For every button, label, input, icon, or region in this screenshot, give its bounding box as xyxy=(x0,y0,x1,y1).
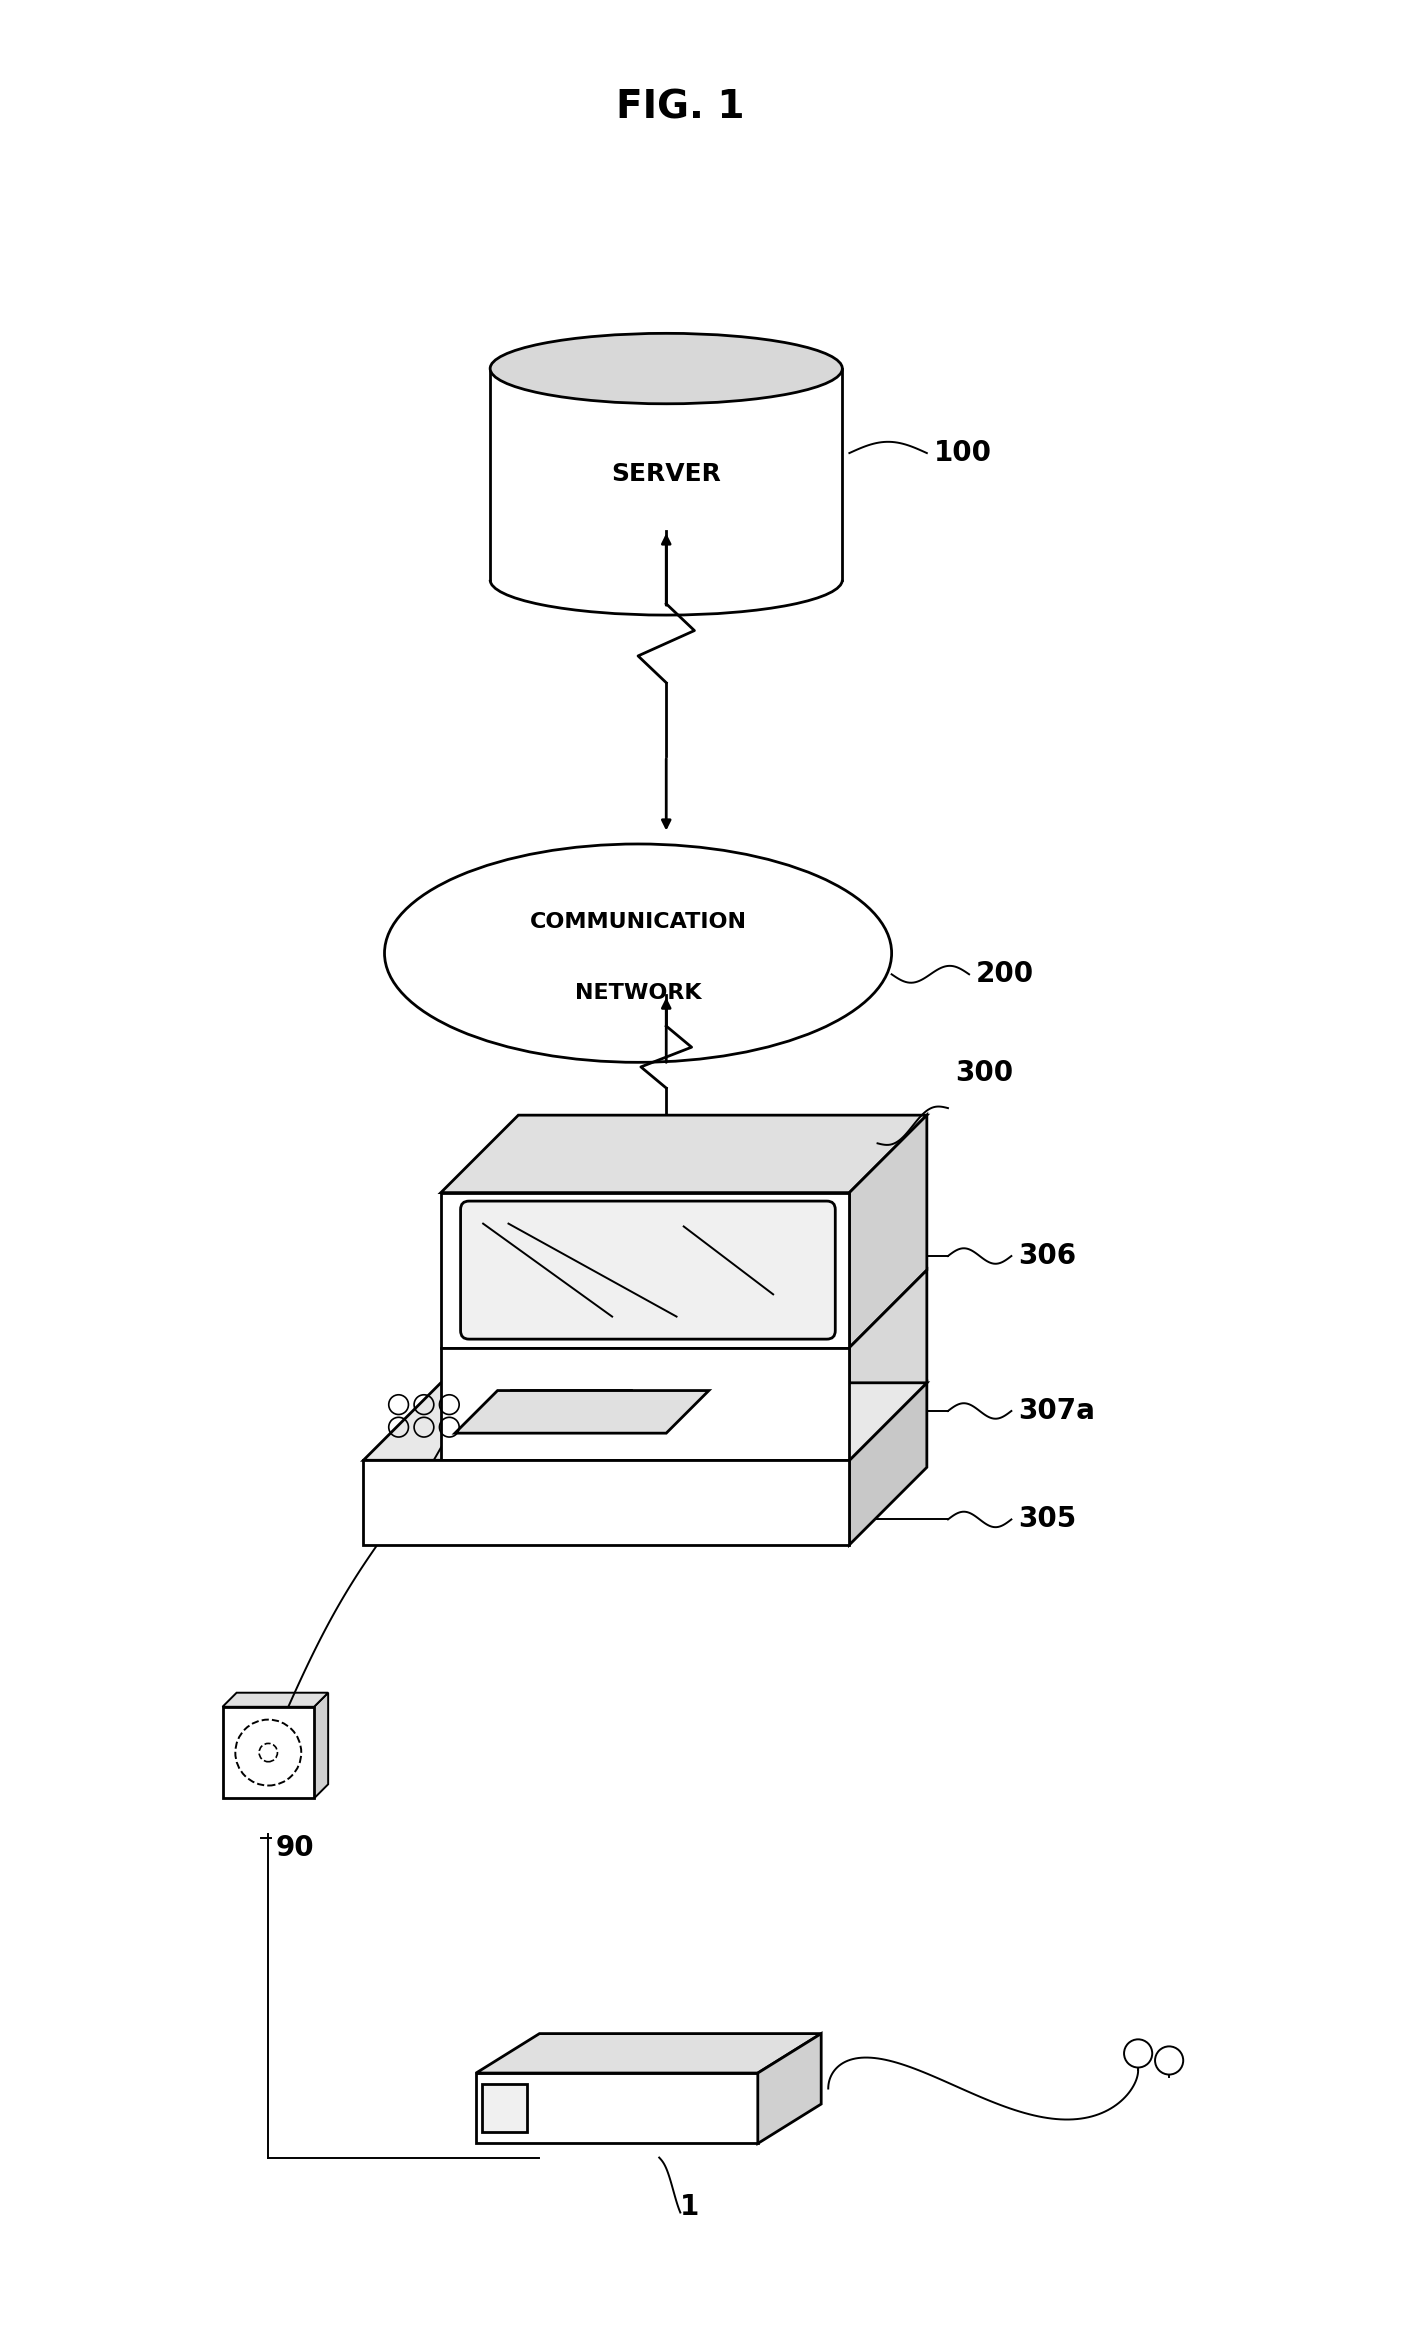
Bar xyxy=(512,1389,631,1420)
Text: SERVER: SERVER xyxy=(611,462,721,487)
Text: 1: 1 xyxy=(680,2193,700,2221)
Text: 200: 200 xyxy=(976,961,1034,989)
Bar xyxy=(441,1347,849,1460)
Text: COMMUNICATION: COMMUNICATION xyxy=(530,911,747,933)
Bar xyxy=(482,2085,527,2132)
Text: 305: 305 xyxy=(1019,1507,1077,1532)
Ellipse shape xyxy=(384,843,891,1061)
Polygon shape xyxy=(476,2034,822,2074)
Polygon shape xyxy=(441,1115,927,1193)
Polygon shape xyxy=(222,1692,329,1706)
Text: 307a: 307a xyxy=(1019,1396,1095,1425)
Polygon shape xyxy=(315,1692,329,1799)
Polygon shape xyxy=(849,1270,927,1460)
Text: 306: 306 xyxy=(1019,1242,1077,1270)
Polygon shape xyxy=(758,2034,822,2144)
Polygon shape xyxy=(455,1389,708,1434)
Text: 300: 300 xyxy=(955,1059,1013,1087)
Polygon shape xyxy=(363,1382,927,1460)
Bar xyxy=(441,1193,849,1347)
Text: FIG. 1: FIG. 1 xyxy=(616,89,744,127)
Bar xyxy=(363,1460,849,1544)
Text: NETWORK: NETWORK xyxy=(575,982,701,1003)
Ellipse shape xyxy=(490,333,842,403)
Text: 100: 100 xyxy=(934,438,992,466)
Polygon shape xyxy=(476,2074,758,2144)
Polygon shape xyxy=(849,1382,927,1544)
Bar xyxy=(222,1706,315,1799)
FancyBboxPatch shape xyxy=(461,1202,835,1340)
Polygon shape xyxy=(849,1115,927,1347)
Text: 90: 90 xyxy=(275,1835,315,1863)
